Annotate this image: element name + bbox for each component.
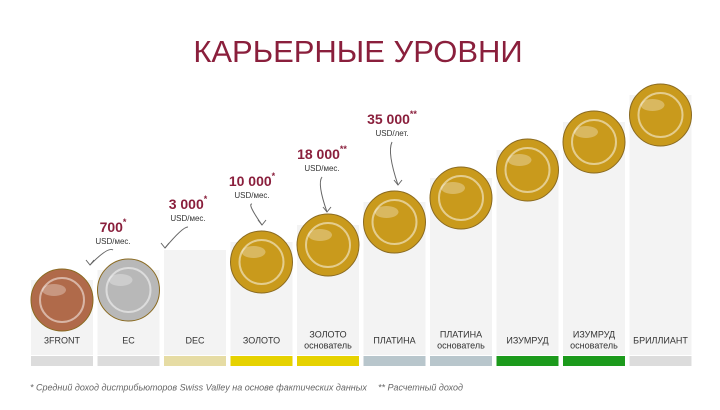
income-amount: 35 000**: [367, 109, 417, 126]
level-subtitle: основатель: [304, 340, 352, 350]
income-unit: USD/мес.: [234, 191, 269, 200]
medal-inner: [105, 267, 152, 313]
medal-shine: [374, 206, 399, 218]
level-name: 3FRONT: [44, 335, 81, 345]
level-name: ПЛАТИНА: [373, 335, 415, 345]
level-name: БРИЛЛИАНТ: [633, 335, 688, 345]
level-bar: [31, 356, 93, 366]
medal-shine: [640, 99, 665, 111]
level-subtitle: основатель: [437, 340, 485, 350]
income-value: 700: [100, 219, 124, 235]
medal-shine: [108, 274, 133, 286]
level-name: DEC: [185, 335, 205, 345]
level-name: ИЗУМРУД: [506, 335, 548, 345]
income-unit: USD/лет.: [376, 129, 409, 138]
level-bar: [230, 356, 293, 366]
income-value: 18 000: [297, 146, 340, 162]
medal-shine: [241, 246, 266, 258]
income-unit: USD/мес.: [95, 237, 130, 246]
medal-inner: [637, 92, 684, 138]
income-value: 3 000: [169, 196, 204, 212]
medal-shine: [42, 284, 66, 296]
medal-shine: [507, 154, 532, 166]
income-value: 35 000: [367, 111, 410, 127]
level-bar: [430, 356, 492, 366]
footnote: ** Расчетный доход: [378, 382, 463, 392]
level-bar: [297, 356, 359, 366]
arrow-head: [322, 206, 332, 213]
arrow-head: [257, 219, 267, 226]
level-name: ЗОЛОТО: [243, 335, 280, 345]
level-name: ИЗУМРУД: [573, 329, 615, 339]
income-mark: **: [410, 109, 418, 119]
medal-shine: [574, 126, 598, 138]
column: [164, 250, 226, 355]
medal-inner: [305, 222, 351, 268]
level-bar: [629, 356, 692, 366]
medal-inner: [371, 199, 418, 245]
level-bar: [164, 356, 226, 366]
title: КАРЬЕРНЫЕ УРОВНИ: [193, 34, 522, 69]
income-amount: 3 000*: [169, 194, 208, 211]
level-subtitle: основатель: [570, 340, 618, 350]
arrow: [319, 176, 328, 213]
arrow-head: [393, 179, 403, 186]
level-bar: [97, 356, 160, 366]
income-mark: **: [340, 144, 348, 154]
medal-inner: [571, 119, 617, 165]
income-amount: 10 000*: [229, 171, 276, 188]
income-amount: 18 000**: [297, 144, 347, 161]
level-bar: [563, 356, 625, 366]
medal-inner: [238, 239, 285, 285]
income-amount: 700*: [100, 217, 127, 234]
level-name: ЗОЛОТО: [309, 329, 346, 339]
medal-inner: [504, 147, 551, 193]
income-mark: *: [123, 217, 127, 227]
arrow-head: [85, 259, 95, 266]
income-mark: *: [204, 194, 208, 204]
income-unit: USD/мес.: [170, 214, 205, 223]
arrow-head: [160, 242, 170, 249]
level-name: EC: [122, 335, 135, 345]
income-value: 10 000: [229, 173, 272, 189]
income-mark: *: [272, 171, 276, 181]
level-bar: [363, 356, 426, 366]
level-bar: [496, 356, 559, 366]
income-unit: USD/мес.: [304, 164, 339, 173]
arrow: [390, 141, 399, 186]
medal-inner: [39, 277, 85, 323]
footnote: * Средний доход дистрибьюторов Swiss Val…: [30, 382, 367, 392]
medal-inner: [438, 175, 484, 221]
medal-shine: [441, 182, 465, 194]
level-name: ПЛАТИНА: [440, 329, 482, 339]
medal-shine: [308, 229, 332, 241]
